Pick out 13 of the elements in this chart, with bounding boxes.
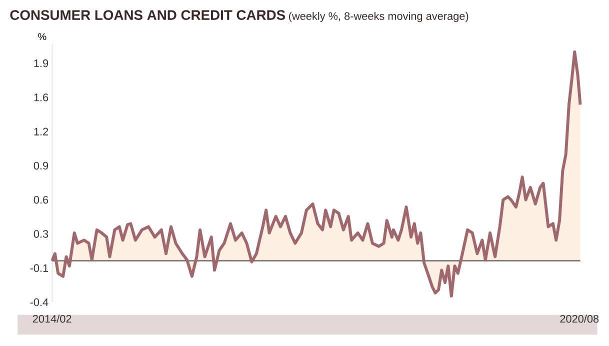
y-tick-label: -0.4 <box>30 298 48 306</box>
y-axis-title: % <box>38 33 46 40</box>
y-tick-label: 1.9 <box>34 59 48 68</box>
chart-subtitle: (weekly %, 8-weeks moving average) <box>289 12 468 22</box>
y-tick-label: 0.6 <box>34 196 48 204</box>
y-tick-label: 1.6 <box>34 94 48 102</box>
chart-title: CONSUMER LOANS AND CREDIT CARDS <box>10 10 286 20</box>
y-tick-label: 1.2 <box>34 128 48 136</box>
x-tick-label: 2014/02 <box>32 314 72 323</box>
y-tick-label: -0.1 <box>30 264 48 272</box>
y-tick-label: 0.9 <box>34 162 48 170</box>
x-tick-label: 2020/08 <box>560 314 599 323</box>
y-tick-label: 0.3 <box>34 230 48 238</box>
